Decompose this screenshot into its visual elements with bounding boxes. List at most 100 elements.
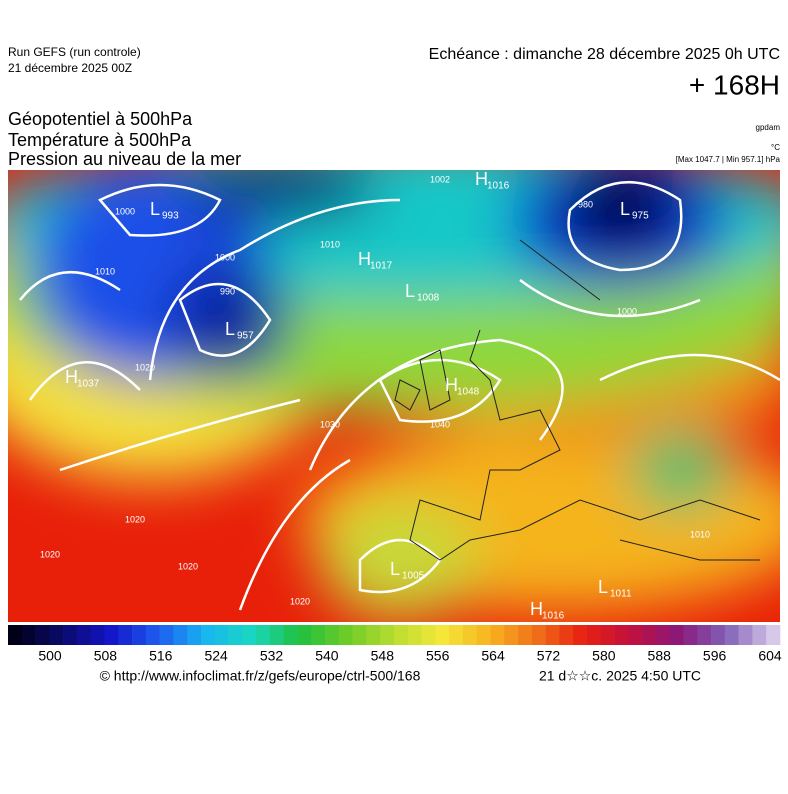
center-value: 975 (632, 211, 649, 222)
isobar-label: 1002 (430, 174, 450, 184)
colorbar-cell (435, 625, 450, 645)
colorbar-cell (449, 625, 464, 645)
colorbar-tick: 564 (481, 648, 505, 664)
center-type: H (475, 169, 488, 189)
center-type: L (225, 319, 235, 339)
colorbar-cell (325, 625, 340, 645)
isobar-label: 1020 (135, 362, 155, 372)
colorbar-cell (655, 625, 671, 645)
isobar-label: 1000 (617, 306, 637, 316)
colorbar-cell (35, 625, 50, 645)
unit: gpdam (756, 123, 781, 132)
center-type: L (405, 281, 415, 301)
colorbar-cell (104, 625, 119, 645)
center-type: L (598, 577, 608, 597)
colorbar-cell (766, 625, 781, 645)
colorbar-cell (752, 625, 767, 645)
colorbar-cell (269, 625, 285, 645)
center-value: 1048 (457, 387, 480, 398)
colorbar-cell (738, 625, 753, 645)
colorbar-cell (159, 625, 174, 645)
colorbar-cell (587, 625, 602, 645)
colorbar-cell (518, 625, 533, 645)
run: Run GEFS (run controle) (8, 45, 141, 59)
colorbar-cell (214, 625, 229, 645)
colorbar-tick: 540 (315, 648, 339, 664)
isobar-label: 980 (578, 199, 593, 209)
colorbar-tick: 580 (592, 648, 616, 664)
isobar-label: 990 (220, 286, 235, 296)
colorbar-tick: 604 (758, 648, 782, 664)
colorbar-tick: 508 (94, 648, 118, 664)
colorbar-cell (256, 625, 271, 645)
unit: °C (771, 143, 780, 152)
footer-stamp: 21 d☆☆c. 2025 4:50 UTC (539, 668, 701, 684)
colorbar-cell (559, 625, 574, 645)
colorbar-cell (352, 625, 367, 645)
center-type: L (390, 559, 400, 579)
center-value: 1011 (610, 589, 632, 600)
colorbar-tick: 596 (703, 648, 727, 664)
isobar-label: 1000 (215, 252, 235, 262)
colorbar-cell (145, 625, 160, 645)
isobar-label: 1030 (320, 419, 340, 429)
center-value: 1016 (542, 611, 565, 622)
colorbar-cell (366, 625, 381, 645)
isobar-label: 1000 (115, 206, 135, 216)
colorbar-cell (600, 625, 615, 645)
footer-url: © http://www.infoclimat.fr/z/gefs/europe… (100, 668, 421, 684)
colorbar-tick: 556 (426, 648, 450, 664)
colorbar-cell (63, 625, 78, 645)
colorbar-cell (297, 625, 312, 645)
colorbar-cell (628, 625, 643, 645)
center-type: L (150, 199, 160, 219)
colorbar-cell (8, 625, 23, 645)
colorbar-cell (21, 625, 36, 645)
center-type: L (620, 199, 630, 219)
isobar-label: 1010 (690, 529, 710, 539)
colorbar-tick: 516 (149, 648, 173, 664)
center-value: 993 (162, 211, 179, 222)
title: Pression au niveau de la mer (8, 149, 241, 169)
map (8, 170, 780, 622)
colorbar-cell (573, 625, 588, 645)
colorbar-cell (683, 625, 698, 645)
center-value: 957 (237, 331, 254, 342)
colorbar-cell (228, 625, 243, 645)
colorbar-cell (187, 625, 202, 645)
center-type: H (445, 375, 458, 395)
valid-time: Echéance : dimanche 28 décembre 2025 0h … (429, 46, 780, 63)
colorbar-cell (311, 625, 326, 645)
isobar-label: 1020 (40, 549, 60, 559)
colorbar-cell (614, 625, 629, 645)
colorbar-cell (476, 625, 491, 645)
colorbar-cell (490, 625, 505, 645)
colorbar-cell (76, 625, 92, 645)
colorbar-cell (242, 625, 257, 645)
colorbar-cell (421, 625, 436, 645)
isobar-label: 1040 (430, 419, 450, 429)
center-value: 1016 (487, 181, 510, 192)
colorbar-cell (132, 625, 147, 645)
colorbar-cell (380, 625, 395, 645)
isobar-label: 1010 (95, 266, 115, 276)
colorbar-tick: 524 (204, 648, 228, 664)
colorbar-cell (724, 625, 739, 645)
run-date: 21 décembre 2025 00Z (8, 61, 132, 75)
colorbar-cell (697, 625, 712, 645)
colorbar-cell (545, 625, 560, 645)
isobar-label: 1010 (320, 239, 340, 249)
lead-time: + 168H (689, 69, 780, 100)
colorbar-cell (49, 625, 64, 645)
center-value: 1037 (77, 379, 100, 390)
colorbar-cell (201, 625, 216, 645)
isobar-label: 1020 (125, 514, 145, 524)
colorbar-cell (504, 625, 519, 645)
colorbar-cell (642, 625, 657, 645)
center-value: 1008 (417, 293, 440, 304)
colorbar-cell (407, 625, 422, 645)
colorbar: 500 508 516 524 532 540 548 556 564 572 580 588 596 6… (8, 625, 782, 664)
title: Température à 500hPa (8, 130, 192, 150)
colorbar-tick: 532 (260, 648, 284, 664)
